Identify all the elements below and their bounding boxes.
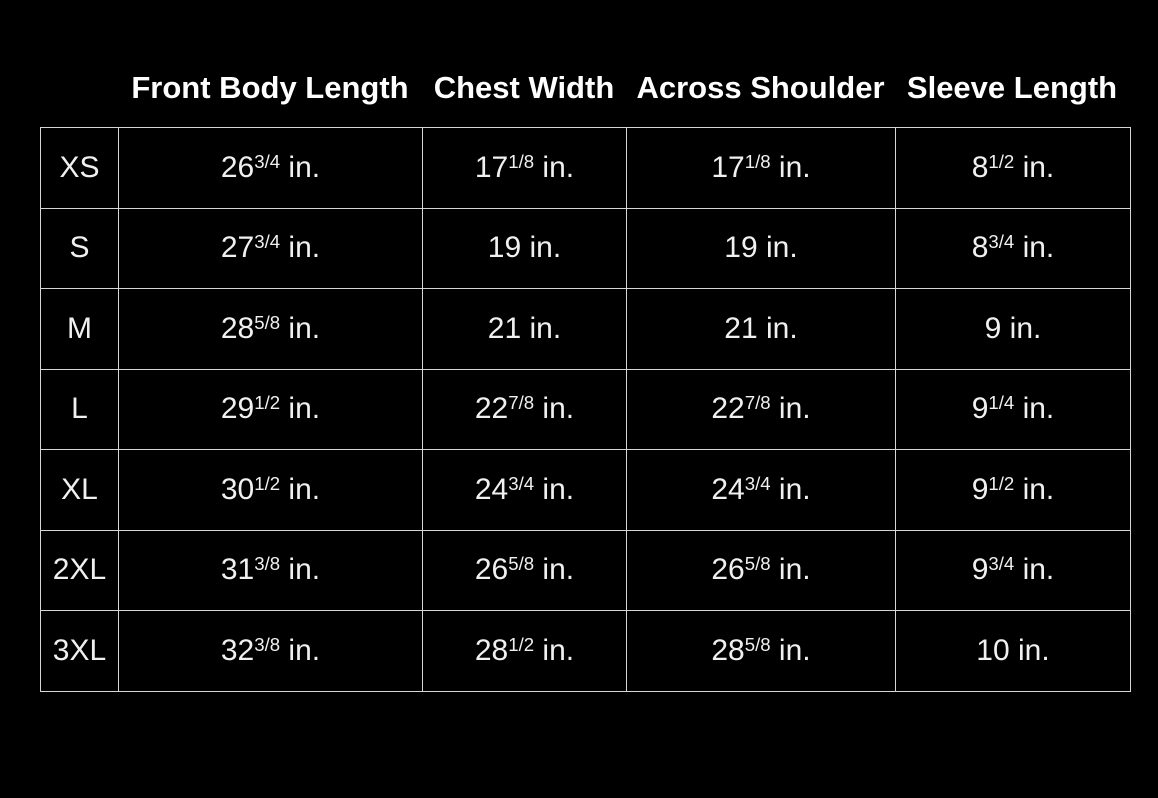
fraction-superscript: 3/4: [988, 231, 1015, 253]
size-label: S: [41, 208, 119, 289]
size-table-body: XS 263/4 in. 171/8 in. 171/8 in. 81/2 in. S 27…: [41, 128, 1130, 691]
fraction-superscript: 1/2: [508, 633, 535, 655]
table-row-2xl: 2XL 313/8 in. 265/8 in. 265/8 in. 93/4 in.: [41, 530, 1130, 611]
measurement-cell: 291/2 in.: [119, 369, 423, 450]
measurement-cell: 285/8 in.: [119, 289, 423, 370]
size-label: 3XL: [41, 611, 119, 691]
measurement-cell: 9 in.: [896, 289, 1130, 370]
measurement-cell: 273/4 in.: [119, 208, 423, 289]
measurement-cell: 21 in.: [423, 289, 627, 370]
table-row-xs: XS 263/4 in. 171/8 in. 171/8 in. 81/2 in.: [41, 128, 1130, 209]
measurement-cell: 10 in.: [976, 633, 1050, 667]
measurement-cell: 323/8 in.: [119, 611, 423, 691]
fraction-superscript: 3/4: [254, 150, 281, 172]
table-row-s: S 273/4 in. 19 in. 19 in. 83/4 in.: [41, 208, 1130, 289]
fraction-superscript: 1/2: [988, 472, 1015, 494]
fraction-superscript: 3/4: [744, 472, 771, 494]
size-chart: Front Body Length Chest Width Across Sho…: [0, 64, 1158, 798]
measurement-cell: 285/8 in.: [627, 611, 896, 691]
size-label: 2XL: [41, 530, 119, 611]
measurement-cell: 91/4 in.: [896, 370, 1130, 450]
size-label: XL: [41, 450, 119, 531]
measurement-cell: 171/8 in.: [423, 128, 627, 209]
fraction-superscript: 3/8: [254, 553, 281, 575]
fraction-superscript: 1/4: [988, 392, 1015, 414]
fraction-superscript: 5/8: [508, 553, 535, 575]
measurement-cell: 313/8 in.: [119, 530, 423, 611]
table-row-xl: XL 301/2 in. 243/4 in. 243/4 in. 91/2 in.: [41, 450, 1130, 531]
fraction-superscript: 5/8: [744, 553, 771, 575]
size-label: M: [41, 289, 119, 370]
table-row-l: L 291/2 in. 227/8 in. 227/8 in. 91/4 in.: [41, 369, 1130, 450]
measurement-cell: 265/8 in.: [423, 530, 627, 611]
fraction-superscript: 1/2: [254, 472, 281, 494]
fraction-superscript: 5/8: [254, 311, 281, 333]
table-row-3xl: 3XL 323/8 in. 281/2 in. 285/8 in. 10 in.: [41, 611, 1130, 691]
size-table: XS 263/4 in. 171/8 in. 171/8 in. 81/2 in. S 27…: [40, 127, 1131, 692]
measurement-cell: 281/2 in.: [423, 611, 627, 691]
column-header-chest-width: Chest Width: [433, 70, 615, 105]
measurement-cell: 263/4 in.: [119, 128, 423, 209]
fraction-superscript: 1/8: [508, 150, 535, 172]
measurement-cell: 265/8 in.: [627, 530, 896, 611]
fraction-superscript: 1/8: [744, 150, 771, 172]
measurement-cell: 81/2 in.: [896, 128, 1130, 209]
table-row-m: M 285/8 in. 21 in. 21 in. 9 in.: [41, 289, 1130, 370]
fraction-superscript: 7/8: [508, 392, 535, 414]
size-label: XS: [41, 128, 119, 209]
measurement-cell: 227/8 in.: [423, 369, 627, 450]
fraction-superscript: 3/4: [508, 472, 535, 494]
measurement-cell: 93/4 in.: [896, 531, 1130, 611]
measurement-cell: 301/2 in.: [119, 450, 423, 531]
fraction-superscript: 5/8: [744, 633, 771, 655]
measurement-cell: 243/4 in.: [423, 450, 627, 531]
measurement-cell: 91/2 in.: [896, 450, 1130, 531]
fraction-superscript: 3/4: [988, 553, 1015, 575]
column-header-across-shoulder: Across Shoulder: [636, 70, 885, 105]
fraction-superscript: 7/8: [744, 392, 771, 414]
measurement-cell: 19 in.: [423, 208, 627, 289]
fraction-superscript: 3/4: [254, 231, 281, 253]
fraction-superscript: 3/8: [254, 633, 281, 655]
fraction-superscript: 1/2: [988, 150, 1015, 172]
column-header-sleeve-length: Sleeve Length: [906, 70, 1118, 105]
column-header-row: Front Body Length Chest Width Across Sho…: [40, 64, 1158, 112]
fraction-superscript: 1/2: [254, 392, 281, 414]
measurement-cell: 21 in.: [627, 289, 896, 370]
measurement-cell: 83/4 in.: [896, 209, 1130, 289]
measurement-cell: 227/8 in.: [627, 369, 896, 450]
size-label: L: [41, 369, 119, 450]
measurement-cell: 171/8 in.: [627, 128, 896, 209]
measurement-cell: 243/4 in.: [627, 450, 896, 531]
column-header-front-body-length: Front Body Length: [131, 70, 409, 105]
measurement-cell: 19 in.: [627, 208, 896, 289]
